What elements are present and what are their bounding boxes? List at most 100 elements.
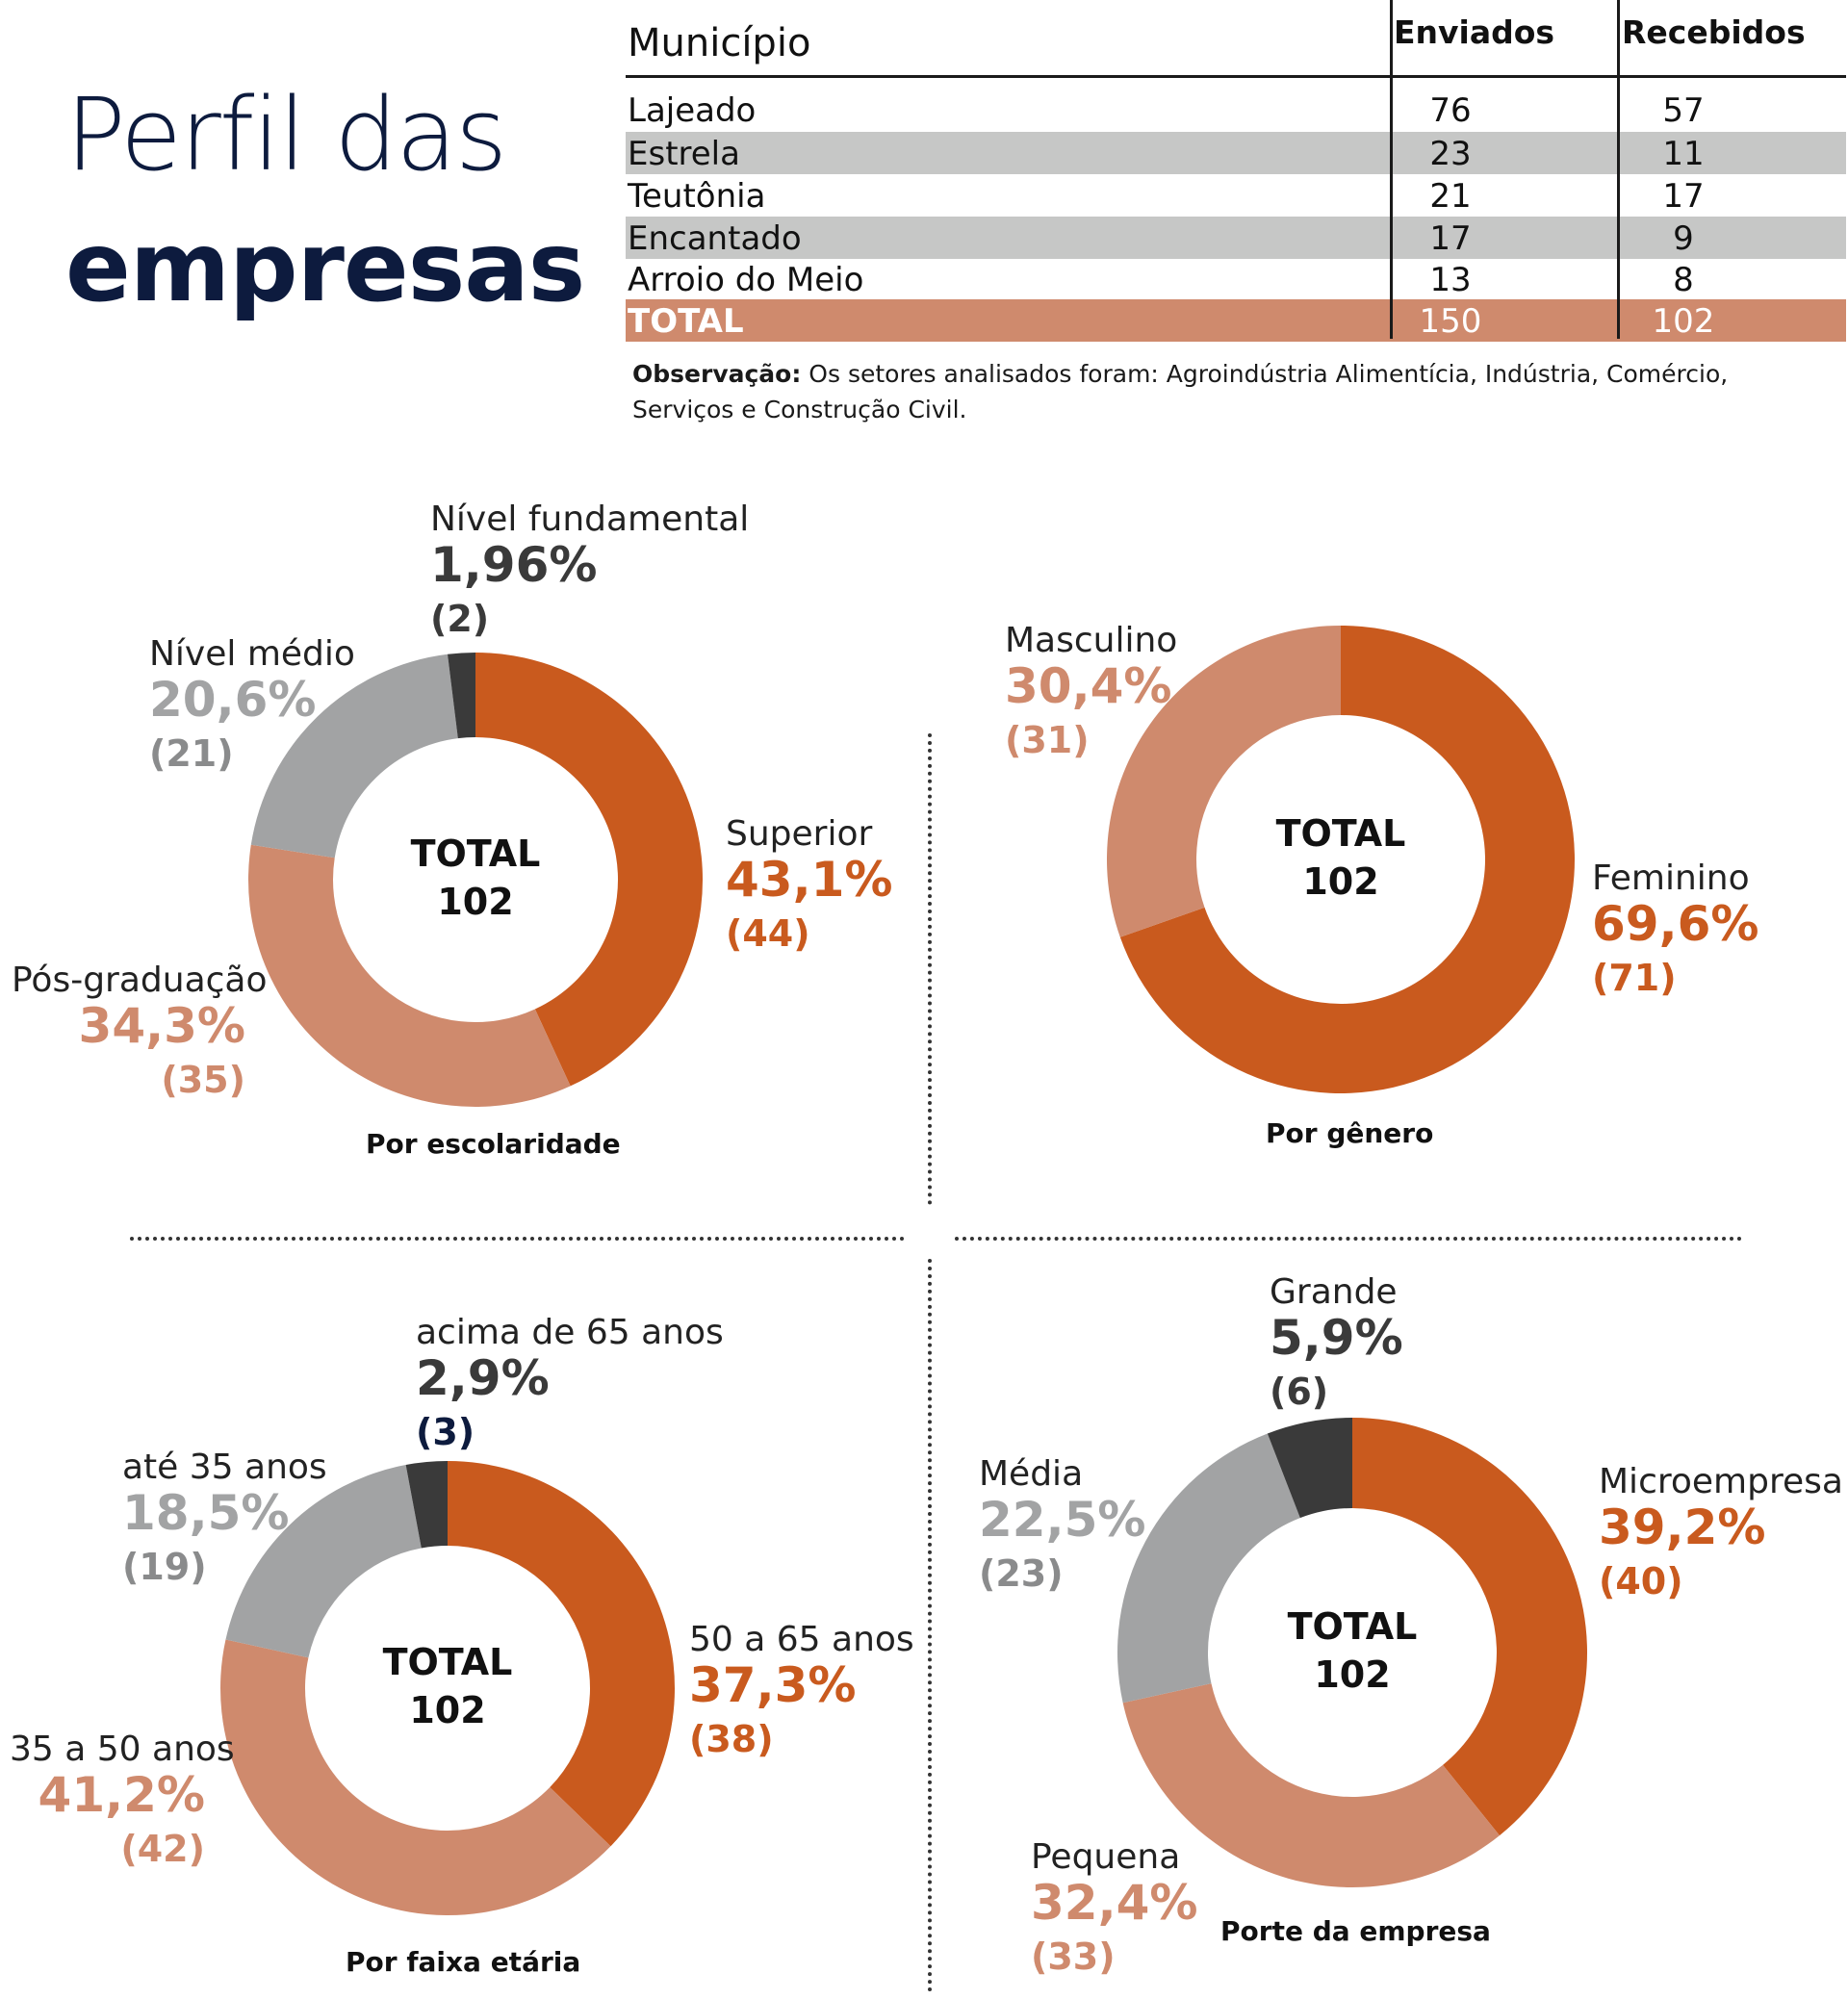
- table-header-rule: [626, 75, 1846, 78]
- slice-name: Nível fundamental: [430, 500, 750, 539]
- slice-count: (71): [1592, 957, 1677, 999]
- slice-percent: 20,6%: [149, 672, 317, 728]
- label-35-a-50: 35 a 50 anos 41,2% (42): [10, 1730, 235, 1870]
- slice-name: acima de 65 anos: [416, 1313, 724, 1352]
- donut-slice-grande: [1267, 1418, 1352, 1519]
- donut-slice-feminino: [1119, 626, 1575, 1093]
- table-note: Observação: Os setores analisados foram:…: [632, 356, 1807, 427]
- donut-slice-acima-de-65-anos: [405, 1461, 448, 1549]
- table-row: Teutônia 21 17: [626, 174, 1846, 217]
- donut-slice-pequena: [1122, 1683, 1500, 1887]
- donut-center-faixa-etaria: TOTAL 102: [322, 1638, 573, 1734]
- donut-slice-pós-graduação: [247, 844, 571, 1108]
- slice-percent: 39,2%: [1599, 1499, 1766, 1555]
- cell-municipio: Teutônia: [628, 177, 766, 216]
- donut-slice-superior: [475, 653, 704, 1087]
- slice-count: (2): [430, 598, 490, 640]
- total-label: TOTAL: [628, 302, 744, 341]
- slice-count: (44): [726, 912, 810, 955]
- slice-name: até 35 anos: [122, 1448, 327, 1487]
- slice-name: Masculino: [1005, 621, 1178, 660]
- label-superior: Superior 43,1% (44): [726, 814, 893, 955]
- slice-count: (35): [161, 1059, 245, 1101]
- donut-center-genero: TOTAL 102: [1216, 809, 1466, 906]
- slice-count: (42): [120, 1828, 205, 1870]
- slice-name: Feminino: [1592, 859, 1750, 898]
- table-row: Estrela 23 11: [626, 132, 1846, 174]
- slice-percent: 22,5%: [979, 1492, 1146, 1548]
- table-row: Lajeado 76 57: [626, 89, 1846, 131]
- slice-name: 35 a 50 anos: [10, 1730, 235, 1769]
- center-total-label: TOTAL: [1287, 1605, 1418, 1648]
- chart-title-faixa-etaria: Por faixa etária: [346, 1946, 581, 1978]
- center-total-value: 102: [1314, 1653, 1391, 1696]
- cell-recebidos: 8: [1673, 261, 1694, 299]
- page-title-line2: empresas: [65, 211, 585, 323]
- label-pequena: Pequena 32,4% (33): [1031, 1840, 1198, 1976]
- slice-percent: 18,5%: [122, 1485, 290, 1541]
- label-grande: Grande 5,9% (6): [1270, 1275, 1403, 1413]
- slice-count: (40): [1599, 1560, 1683, 1602]
- table-bottom-rule: [626, 336, 1846, 339]
- donut-center-escolaridade: TOTAL 102: [350, 830, 601, 926]
- cell-enviados: 23: [1429, 135, 1472, 173]
- donut-slice-nível-médio: [250, 654, 458, 859]
- cell-recebidos: 17: [1662, 177, 1705, 216]
- chart-title-escolaridade: Por escolaridade: [366, 1128, 621, 1160]
- slice-percent: 43,1%: [726, 852, 893, 908]
- table-row-shade: [626, 132, 1846, 174]
- table-column-divider: [1617, 0, 1620, 339]
- donut-slice-média: [1117, 1433, 1300, 1704]
- slice-name: Nível médio: [149, 634, 355, 674]
- center-total-label: TOTAL: [1275, 812, 1406, 855]
- divider-vertical-bottom: [928, 1259, 932, 1992]
- slice-percent: 37,3%: [689, 1657, 857, 1713]
- cell-enviados: 76: [1429, 91, 1472, 130]
- center-total-label: TOTAL: [410, 833, 541, 875]
- label-pos-graduacao: Pós-graduação 34,3% (35): [12, 963, 268, 1101]
- label-microempresa: Microempresa 39,2% (40): [1599, 1465, 1843, 1602]
- cell-enviados: 17: [1429, 219, 1472, 258]
- label-masculino: Masculino 30,4% (31): [1005, 621, 1178, 759]
- slice-percent: 69,6%: [1592, 896, 1759, 952]
- divider-vertical-top: [928, 733, 932, 1205]
- divider-horizontal-left: [130, 1237, 905, 1241]
- cell-enviados: 21: [1429, 177, 1472, 216]
- slice-percent: 1,96%: [430, 537, 598, 593]
- cell-municipio: Lajeado: [628, 91, 757, 130]
- cell-municipio: Arroio do Meio: [628, 261, 864, 299]
- donut-slice-50-a-65-anos: [448, 1461, 675, 1847]
- table-row: Encantado 17 9: [626, 217, 1846, 259]
- label-acima-65: acima de 65 anos 2,9% (3): [416, 1313, 724, 1453]
- table-column-divider: [1390, 0, 1393, 339]
- slice-percent: 32,4%: [1031, 1875, 1198, 1931]
- center-total-label: TOTAL: [382, 1641, 513, 1683]
- slice-count: (23): [979, 1552, 1064, 1595]
- slice-count: (3): [416, 1411, 475, 1453]
- cell-municipio: Estrela: [628, 135, 740, 173]
- municipio-table: TOTAL 150 102 Município Enviados Recebid…: [626, 0, 1846, 342]
- slice-percent: 30,4%: [1005, 658, 1172, 714]
- column-header-municipio: Município: [628, 21, 811, 65]
- note-text: Os setores analisados foram: Agroindústr…: [632, 360, 1729, 423]
- slice-name: Média: [979, 1454, 1084, 1494]
- total-enviados: 150: [1419, 302, 1482, 341]
- slice-count: (19): [122, 1546, 207, 1588]
- slice-name: Superior: [726, 814, 873, 854]
- cell-recebidos: 11: [1662, 135, 1705, 173]
- donut-center-porte: TOTAL 102: [1227, 1602, 1477, 1699]
- label-nivel-fundamental: Nível fundamental 1,96% (2): [430, 500, 750, 640]
- label-50-a-65: 50 a 65 anos 37,3% (38): [689, 1623, 914, 1758]
- donut-slice-35-a-50-anos: [220, 1639, 611, 1915]
- cell-recebidos: 57: [1662, 91, 1705, 130]
- slice-count: (6): [1270, 1371, 1329, 1413]
- donut-slice-nível-fundamental: [447, 653, 475, 739]
- page-title-line1: Perfil das: [65, 76, 507, 193]
- slice-percent: 41,2%: [38, 1767, 205, 1823]
- center-total-value: 102: [409, 1689, 486, 1731]
- label-feminino: Feminino 69,6% (71): [1592, 859, 1759, 999]
- label-nivel-medio: Nível médio 20,6% (21): [149, 634, 355, 773]
